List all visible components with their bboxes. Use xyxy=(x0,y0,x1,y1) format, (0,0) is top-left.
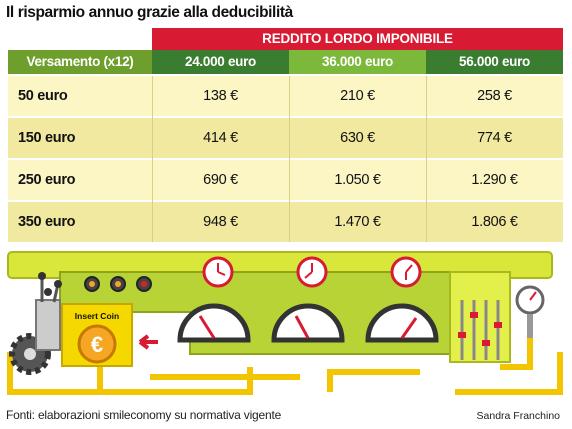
table-cell: 414 € xyxy=(203,130,238,146)
lever-handles xyxy=(35,272,62,351)
table-row: 350 euro 948 € 1.470 € 1.806 € xyxy=(8,202,563,242)
row-label: 150 euro xyxy=(18,130,76,146)
savings-machine-illustration: Insert Coin € xyxy=(7,251,563,395)
column-divider xyxy=(426,76,427,242)
row-label: 50 euro xyxy=(18,88,68,104)
author-credit: Sandra Franchino xyxy=(476,410,560,422)
table-cell: 1.050 € xyxy=(334,172,381,188)
table-cell: 1.290 € xyxy=(471,172,518,188)
row-label: 250 euro xyxy=(18,172,76,188)
column-divider xyxy=(289,76,290,242)
row-label: 350 euro xyxy=(18,214,76,230)
table-row: 50 euro 138 € 210 € 258 € xyxy=(8,76,563,116)
income-band-header: REDDITO LORDO IMPONIBILE xyxy=(152,28,563,50)
pressure-gauge-icon xyxy=(515,285,545,338)
header-versamento: Versamento (x12) xyxy=(8,50,152,74)
table-cell: 1.470 € xyxy=(334,214,381,230)
arrow-left-icon xyxy=(138,334,158,350)
table-cell: 1.806 € xyxy=(471,214,518,230)
table-cell: 948 € xyxy=(203,214,238,230)
page-title: Il risparmio annuo grazie alla deducibil… xyxy=(6,4,293,21)
gauge-icon xyxy=(271,303,345,343)
header-col-3: 56.000 euro xyxy=(426,50,563,74)
euro-coin-icon xyxy=(77,324,117,364)
table-cell: 210 € xyxy=(340,88,375,104)
sources-note: Fonti: elaborazioni smileconomy su norma… xyxy=(6,408,282,422)
table-cell: 774 € xyxy=(477,130,512,146)
clock-icon xyxy=(202,256,234,288)
table-row: 250 euro 690 € 1.050 € 1.290 € xyxy=(8,160,563,200)
pipes xyxy=(7,337,563,395)
euro-symbol: € xyxy=(91,332,103,357)
header-col-2: 36.000 euro xyxy=(289,50,426,74)
insert-coin-label: Insert Coin xyxy=(75,311,119,321)
column-divider xyxy=(152,76,153,242)
table-cell: 690 € xyxy=(203,172,238,188)
gauge-icon xyxy=(365,303,439,343)
gauge-icon xyxy=(177,303,251,343)
table-cell: 630 € xyxy=(340,130,375,146)
table-cell: 258 € xyxy=(477,88,512,104)
clock-icon xyxy=(390,256,422,288)
clock-icon xyxy=(296,256,328,288)
slider-panel xyxy=(449,271,511,363)
slider-controls xyxy=(460,300,500,360)
table-row: 150 euro 414 € 630 € 774 € xyxy=(8,118,563,158)
header-col-1: 24.000 euro xyxy=(152,50,289,74)
table-cell: 138 € xyxy=(203,88,238,104)
